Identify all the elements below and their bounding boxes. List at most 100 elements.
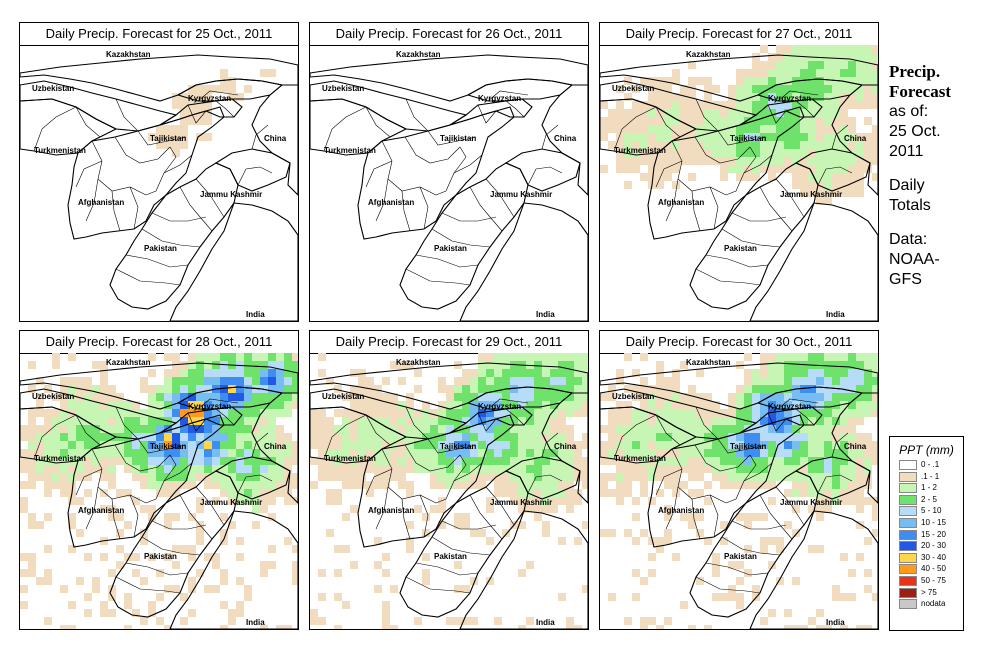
precip-cell [494, 409, 502, 417]
precip-cell [816, 369, 824, 377]
precip-cell [808, 449, 816, 457]
precip-cell [768, 433, 776, 441]
map-label-pakistan: Pakistan [724, 552, 757, 561]
map-label-india: India [536, 618, 555, 627]
precip-cell [172, 425, 180, 433]
precip-cell [688, 61, 696, 69]
precip-cell [172, 417, 180, 425]
panel-title: Daily Precip. Forecast for 26 Oct., 2011 [310, 23, 588, 46]
precip-cell [832, 69, 840, 77]
precip-cell [744, 425, 752, 433]
precip-cell [212, 393, 220, 401]
precip-cell [220, 433, 228, 441]
precip-cell [856, 441, 864, 449]
precip-cell [68, 497, 76, 505]
precip-cell [856, 521, 864, 529]
precip-cell [534, 449, 542, 457]
province-boundary [691, 498, 701, 540]
precip-cell [824, 425, 832, 433]
precip-cell [664, 425, 672, 433]
precip-cell [760, 385, 768, 393]
precip-cell [196, 369, 204, 377]
precip-cell [856, 353, 864, 361]
precip-cell [212, 473, 220, 481]
precip-cell [608, 409, 616, 417]
map-label-pakistan: Pakistan [724, 244, 757, 253]
precip-cell [438, 385, 446, 393]
precip-cell [816, 417, 824, 425]
precip-cell [220, 457, 228, 465]
precip-cell [792, 53, 800, 61]
precip-cell [808, 425, 816, 433]
precip-cell [510, 417, 518, 425]
precip-cell [60, 481, 68, 489]
precip-cell [808, 61, 816, 69]
precip-cell [454, 401, 462, 409]
precip-cell [108, 473, 116, 481]
precip-cell [180, 449, 188, 457]
precip-cell [52, 465, 60, 473]
precip-cell [470, 433, 478, 441]
precip-cell [800, 449, 808, 457]
precip-cell [736, 561, 744, 569]
precip-cell [624, 77, 632, 85]
precip-cell [728, 481, 736, 489]
precip-cell [76, 425, 84, 433]
precip-cell [148, 553, 156, 561]
precip-cell [640, 481, 648, 489]
precip-cell [856, 481, 864, 489]
precip-cell [696, 117, 704, 125]
precip-cell [334, 473, 342, 481]
precip-cell [188, 109, 196, 117]
precip-cell [776, 53, 784, 61]
precip-cell [502, 433, 510, 441]
precip-cell [728, 133, 736, 141]
precip-cell [252, 401, 260, 409]
precip-cell [664, 133, 672, 141]
precip-cell [188, 577, 196, 585]
precip-cell [100, 393, 108, 401]
country-boundary [541, 392, 588, 504]
precip-cell [518, 417, 526, 425]
precip-cell [624, 409, 632, 417]
precip-cell [808, 545, 816, 553]
country-boundary [600, 54, 878, 102]
precip-cell [800, 353, 808, 361]
precip-cell [800, 417, 808, 425]
precip-cell [672, 141, 680, 149]
precip-cell [824, 385, 832, 393]
precip-cell [776, 69, 784, 77]
precip-cell [334, 497, 342, 505]
precip-cell [760, 473, 768, 481]
precip-cell [156, 133, 164, 141]
precip-cell [688, 425, 696, 433]
precip-cell [268, 449, 276, 457]
precip-cell [28, 433, 36, 441]
province-boundary [401, 498, 411, 540]
precip-cell [824, 361, 832, 369]
precip-cell [848, 61, 856, 69]
precip-cell [840, 125, 848, 133]
precip-cell [268, 545, 276, 553]
precip-cell [92, 409, 100, 417]
precip-cell [616, 377, 624, 385]
precip-cell [832, 189, 840, 197]
precip-cell [688, 489, 696, 497]
province-boundary [767, 412, 787, 432]
precip-cell [776, 393, 784, 401]
precip-cell [44, 465, 52, 473]
precip-cell [744, 393, 752, 401]
precip-cell [736, 93, 744, 101]
precip-cell [624, 157, 632, 165]
precip-cell [188, 473, 196, 481]
precip-cell [792, 625, 800, 629]
precip-cell [760, 157, 768, 165]
precip-cell [600, 473, 608, 481]
precip-cell [350, 561, 358, 569]
precip-cell [728, 125, 736, 133]
precip-cell [116, 441, 124, 449]
precip-cell [800, 117, 808, 125]
province-boundary [85, 178, 99, 222]
precip-cell [648, 77, 656, 85]
precip-cell [776, 133, 784, 141]
